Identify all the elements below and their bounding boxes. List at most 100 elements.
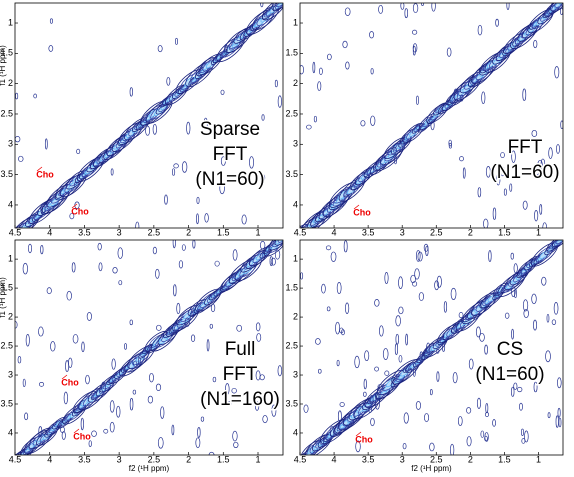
noise-contour — [398, 355, 403, 363]
noise-contour — [516, 371, 520, 378]
noise-contour — [171, 424, 175, 436]
noise-contour — [15, 136, 21, 143]
x-tick-label: 4.5 — [294, 227, 307, 237]
y-tick-label: 3.5 — [285, 169, 298, 179]
noise-contour — [419, 351, 424, 363]
contour — [140, 349, 149, 357]
noise-contour — [560, 7, 563, 16]
noise-contour — [152, 246, 157, 255]
noise-contour — [503, 188, 507, 196]
y-tick-label: 4 — [8, 427, 13, 437]
noise-contour — [364, 350, 370, 362]
contour — [214, 53, 224, 62]
noise-contour — [400, 3, 405, 10]
noise-contour — [485, 166, 491, 178]
noise-contour — [300, 272, 304, 280]
noise-contour — [117, 247, 124, 259]
noise-contour — [81, 341, 85, 353]
noise-contour — [225, 383, 230, 395]
noise-contour — [523, 308, 529, 318]
y-tick-label: 4 — [293, 427, 298, 437]
noise-contour — [517, 386, 523, 393]
contour — [554, 3, 563, 8]
noise-contour — [329, 426, 335, 437]
x-tick-label: 3.5 — [78, 227, 91, 237]
noise-contour — [541, 276, 547, 286]
noise-contour — [260, 3, 264, 8]
noise-contour — [484, 344, 488, 355]
x-tick-label: 2 — [468, 227, 473, 237]
noise-contour — [155, 383, 162, 391]
noise-contour — [184, 317, 190, 327]
noise-contour — [38, 426, 43, 438]
noise-contour — [412, 367, 416, 377]
noise-contour — [109, 421, 115, 433]
x-axis-label: f2 (¹H ppm) — [129, 464, 170, 473]
x-tick-label: 3 — [400, 454, 405, 464]
noise-contour — [398, 276, 403, 289]
noise-contour — [403, 412, 409, 424]
contour — [275, 3, 283, 10]
noise-contour — [98, 262, 103, 272]
x-tick-label: 3 — [117, 454, 122, 464]
label-pointer — [73, 428, 80, 434]
noise-contour — [513, 382, 518, 390]
noise-contour — [412, 281, 418, 287]
x-tick-label: 2.5 — [430, 454, 443, 464]
noise-contour — [545, 350, 551, 363]
noise-contour — [345, 302, 350, 314]
noise-contour — [379, 325, 384, 337]
noise-contour — [18, 155, 24, 162]
noise-contour — [312, 61, 316, 74]
noise-contour — [488, 250, 492, 263]
noise-contour — [551, 319, 557, 325]
noise-contour — [327, 53, 332, 61]
y-tick-label: 2 — [293, 311, 298, 321]
noise-contour — [434, 280, 440, 291]
noise-contour — [166, 76, 171, 86]
noise-contour — [375, 391, 380, 401]
noise-contour — [157, 45, 163, 53]
noise-contour — [546, 313, 550, 323]
cho-label: Cho — [36, 169, 54, 179]
contour — [262, 243, 275, 254]
y-tick-label: 1 — [293, 253, 298, 263]
noise-contour — [224, 44, 228, 56]
noise-contour — [44, 138, 48, 150]
noise-contour — [40, 244, 44, 255]
noise-contour — [74, 201, 80, 209]
noise-contour — [533, 381, 538, 393]
annotation: (N1=160) — [200, 389, 280, 410]
noise-contour — [468, 358, 474, 370]
noise-contour — [369, 395, 374, 406]
noise-contour — [483, 218, 489, 228]
noise-contour — [321, 283, 326, 294]
noise-contour — [101, 381, 107, 393]
contour — [206, 292, 219, 303]
noise-contour — [17, 356, 22, 364]
noise-contour — [417, 251, 423, 262]
y-tick-label: 2.5 — [285, 340, 298, 350]
noise-contour — [425, 245, 429, 256]
noise-contour — [85, 374, 90, 385]
noise-contour — [540, 158, 546, 169]
noise-contour — [554, 66, 560, 79]
label-pointer — [36, 166, 43, 172]
annotation: CS — [497, 339, 523, 360]
noise-contour — [214, 260, 220, 267]
noise-contour — [453, 88, 458, 101]
noise-contour — [68, 357, 73, 368]
noise-contour — [38, 326, 44, 337]
y-tick-label: 2.5 — [285, 108, 298, 118]
x-tick-label: 4.5 — [9, 227, 22, 237]
y-tick-label: 1.5 — [0, 48, 13, 58]
cho-label: Cho — [71, 206, 89, 216]
noise-contour — [28, 243, 33, 254]
noise-contour — [424, 413, 430, 423]
noise-contour — [260, 173, 266, 183]
noise-contour — [210, 303, 216, 313]
noise-contour — [369, 31, 375, 39]
noise-contour — [262, 415, 268, 424]
noise-contour — [109, 400, 115, 413]
